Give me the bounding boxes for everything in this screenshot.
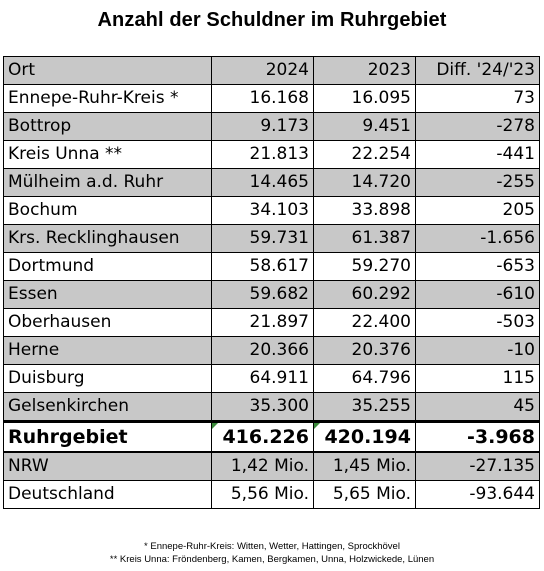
cell-diff: -653	[415, 252, 540, 281]
table-row: Duisburg 64.911 64.796 115	[3, 364, 540, 393]
cell-2024: 34.103	[211, 196, 314, 225]
footnote-kreis-unna: ** Kreis Unna: Fröndenberg, Kamen, Bergk…	[109, 554, 435, 565]
header-2023: 2023	[313, 56, 416, 85]
table-title: Anzahl der Schuldner im Ruhrgebiet	[97, 9, 447, 31]
cell-ort: Gelsenkirchen	[3, 392, 212, 422]
cell-ort: Oberhausen	[3, 308, 212, 337]
cell-ort: Duisburg	[3, 364, 212, 393]
cell-ort: Krs. Recklinghausen	[3, 224, 212, 253]
cell-2023: 9.451	[313, 112, 416, 141]
cell-2023: 59.270	[313, 252, 416, 281]
cell-2024: 59.731	[211, 224, 314, 253]
cell-comment-marker-icon	[212, 424, 218, 429]
table-row: Krs. Recklinghausen 59.731 61.387 -1.656	[3, 224, 540, 253]
cell-2023: 33.898	[313, 196, 416, 225]
footnotes: * Ennepe-Ruhr-Kreis: Witten, Wetter, Hat…	[0, 540, 544, 566]
cell-2024: 416.226	[211, 420, 314, 453]
cell-2024: 35.300	[211, 392, 314, 422]
cell-2023: 22.400	[313, 308, 416, 337]
header-row: Ort 2024 2023 Diff. '24/'23	[3, 56, 540, 85]
cell-2024: 9.173	[211, 112, 314, 141]
cell-ort: Bochum	[3, 196, 212, 225]
cell-ort: Mülheim a.d. Ruhr	[3, 168, 212, 197]
cell-diff: -503	[415, 308, 540, 337]
comparison-row: NRW 1,42 Mio. 1,45 Mio. -27.135	[3, 451, 540, 481]
cell-ort: Essen	[3, 280, 212, 309]
table-row: Bochum 34.103 33.898 205	[3, 196, 540, 225]
header-ort: Ort	[3, 56, 212, 85]
cell-2024: 21.897	[211, 308, 314, 337]
cell-2023: 16.095	[313, 84, 416, 113]
table-body: Ort 2024 2023 Diff. '24/'23 Ennepe-Ruhr-…	[3, 56, 540, 509]
cell-ort: Ennepe-Ruhr-Kreis *	[3, 84, 212, 113]
table-row: Ennepe-Ruhr-Kreis * 16.168 16.095 73	[3, 84, 540, 113]
comparison-row: Deutschland 5,56 Mio. 5,65 Mio. -93.644	[3, 480, 540, 509]
table-row: Oberhausen 21.897 22.400 -503	[3, 308, 540, 337]
cell-diff: 73	[415, 84, 540, 113]
cell-ort: Kreis Unna **	[3, 140, 212, 169]
cell-2024: 58.617	[211, 252, 314, 281]
cell-diff: -27.135	[415, 451, 540, 481]
cell-2023: 22.254	[313, 140, 416, 169]
cell-2024: 21.813	[211, 140, 314, 169]
cell-ort: Deutschland	[3, 480, 212, 509]
cell-diff: -1.656	[415, 224, 540, 253]
cell-diff: -441	[415, 140, 540, 169]
cell-ort: Dortmund	[3, 252, 212, 281]
cell-2024: 16.168	[211, 84, 314, 113]
cell-diff: 45	[415, 392, 540, 422]
cell-comment-marker-icon	[314, 424, 320, 429]
cell-ort: Herne	[3, 336, 212, 365]
cell-2023: 1,45 Mio.	[313, 451, 416, 481]
cell-2023: 60.292	[313, 280, 416, 309]
cell-2023: 61.387	[313, 224, 416, 253]
cell-ort: Ruhrgebiet	[3, 420, 212, 453]
cell-ort: NRW	[3, 451, 212, 481]
table-row: Gelsenkirchen 35.300 35.255 45	[3, 392, 540, 422]
header-2024: 2024	[211, 56, 314, 85]
footnote-ennepe-ruhr-kreis: * Ennepe-Ruhr-Kreis: Witten, Wetter, Hat…	[144, 541, 400, 552]
cell-2024: 14.465	[211, 168, 314, 197]
cell-2023: 64.796	[313, 364, 416, 393]
cell-diff: 115	[415, 364, 540, 393]
cell-diff: 205	[415, 196, 540, 225]
cell-diff: -10	[415, 336, 540, 365]
cell-2024: 20.366	[211, 336, 314, 365]
table-row: Kreis Unna ** 21.813 22.254 -441	[3, 140, 540, 169]
cell-2024: 64.911	[211, 364, 314, 393]
cell-ort: Bottrop	[3, 112, 212, 141]
header-diff: Diff. '24/'23	[415, 56, 540, 85]
cell-2024-value: 416.226	[222, 425, 309, 448]
debtors-table: Ort 2024 2023 Diff. '24/'23 Ennepe-Ruhr-…	[3, 56, 540, 509]
cell-diff: -93.644	[415, 480, 540, 509]
cell-diff: -255	[415, 168, 540, 197]
cell-2023-value: 420.194	[324, 425, 411, 448]
cell-diff: -610	[415, 280, 540, 309]
cell-2024: 5,56 Mio.	[211, 480, 314, 509]
cell-2023: 35.255	[313, 392, 416, 422]
cell-2023: 14.720	[313, 168, 416, 197]
table-row: Herne 20.366 20.376 -10	[3, 336, 540, 365]
cell-2024: 1,42 Mio.	[211, 451, 314, 481]
cell-diff: -3.968	[415, 420, 540, 453]
table-row: Dortmund 58.617 59.270 -653	[3, 252, 540, 281]
cell-2023: 5,65 Mio.	[313, 480, 416, 509]
cell-2024: 59.682	[211, 280, 314, 309]
table-row: Essen 59.682 60.292 -610	[3, 280, 540, 309]
table-row: Bottrop 9.173 9.451 -278	[3, 112, 540, 141]
cell-2023: 20.376	[313, 336, 416, 365]
total-row: Ruhrgebiet 416.226 420.194 -3.968	[3, 420, 540, 453]
cell-diff: -278	[415, 112, 540, 141]
table-row: Mülheim a.d. Ruhr 14.465 14.720 -255	[3, 168, 540, 197]
cell-2023: 420.194	[313, 420, 416, 453]
